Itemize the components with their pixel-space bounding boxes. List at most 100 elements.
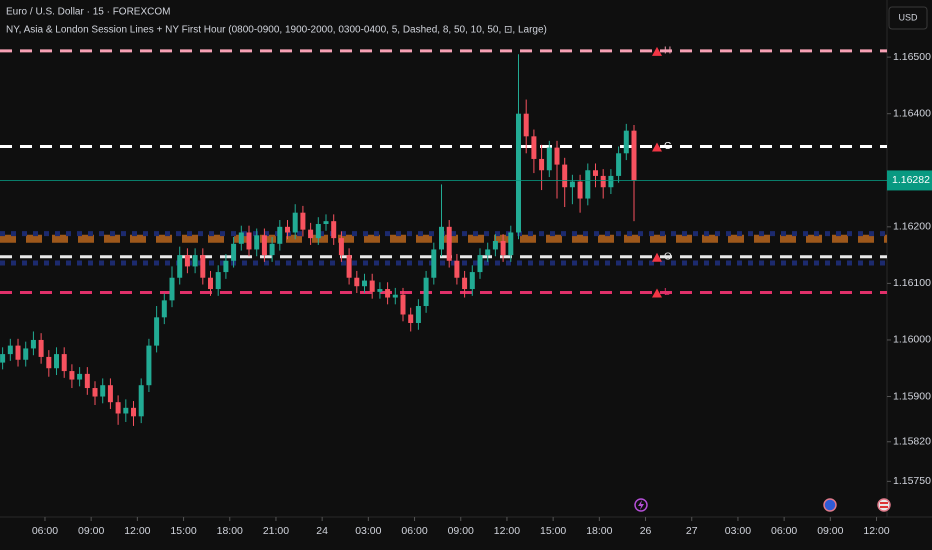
y-tick-label: 1.16500 (893, 51, 931, 63)
candle-body (200, 255, 206, 278)
candle-body (608, 175, 614, 188)
candle-body (54, 354, 60, 369)
event-icon[interactable] (823, 498, 837, 512)
candle-body (408, 314, 414, 323)
candle-body (254, 235, 260, 250)
x-tick-label: 12:00 (124, 525, 150, 537)
x-tick-label: 15:00 (540, 525, 566, 537)
candle-body (69, 371, 75, 380)
y-tick-label: 1.16400 (893, 107, 931, 119)
x-tick-label: 12:00 (494, 525, 520, 537)
candle-body (354, 277, 360, 287)
x-tick-label: 21:00 (263, 525, 289, 537)
event-icon-glyph (880, 502, 888, 504)
level-label: O (664, 251, 672, 262)
indicator-title: NY, Asia & London Session Lines + NY Fir… (6, 25, 547, 36)
candle-body (454, 260, 460, 278)
level-label: H (664, 46, 671, 57)
x-tick-label: 06:00 (771, 525, 797, 537)
candle-body (392, 294, 398, 298)
candle-body (46, 356, 52, 369)
candle-body (523, 113, 529, 137)
candle-body (7, 345, 13, 355)
x-tick-label: 24 (316, 525, 328, 537)
candle-body (577, 181, 583, 199)
candle-body (261, 235, 267, 256)
candle-body (308, 229, 314, 239)
candle-body (585, 170, 591, 199)
candle-body (177, 255, 183, 278)
y-tick-label: 1.16100 (893, 277, 931, 289)
last-price-label: 1.16282 (892, 174, 930, 186)
level-marker (652, 252, 662, 262)
candle-body (277, 226, 283, 244)
candle-body (377, 289, 383, 292)
candle-body (84, 373, 90, 389)
candle-body (138, 385, 144, 417)
candle-body (246, 232, 252, 250)
candle-body (269, 243, 275, 256)
last-price-tag (887, 170, 932, 191)
candle-body (477, 255, 483, 273)
candle-body (161, 300, 167, 318)
candle-body (107, 385, 113, 403)
candle-body (192, 255, 198, 267)
candle-body (469, 272, 475, 290)
candle-body (423, 277, 429, 307)
candle-body (539, 158, 545, 171)
candle-body (115, 402, 121, 414)
candle-body (30, 339, 36, 349)
event-icon[interactable] (877, 498, 891, 512)
candle-body (446, 226, 452, 261)
candle-body (331, 221, 337, 239)
level-marker (652, 288, 662, 298)
candle-body (292, 212, 298, 233)
candle-body (385, 289, 391, 298)
candle-body (562, 164, 568, 188)
y-tick-label: 1.16000 (893, 334, 931, 346)
candle-body (0, 354, 6, 363)
candle-body (531, 136, 537, 159)
candle-body (616, 153, 622, 176)
candle-body (123, 407, 129, 414)
candle-body (238, 232, 244, 244)
candle-body (492, 240, 498, 250)
candle-body (623, 130, 629, 154)
candle-body (208, 277, 214, 290)
currency-button[interactable] (888, 6, 928, 30)
candle-body (300, 212, 306, 230)
x-tick-label: 06:00 (32, 525, 58, 537)
candle-body (169, 277, 175, 301)
x-tick-label: 03:00 (725, 525, 751, 537)
candle-body (431, 249, 437, 278)
y-tick-label: 1.15820 (893, 436, 931, 448)
candle-body (231, 243, 237, 261)
x-tick-label: 18:00 (217, 525, 243, 537)
candle-body (223, 260, 229, 273)
x-tick-label: 06:00 (401, 525, 427, 537)
candle-body (285, 226, 291, 233)
candle-body (462, 277, 468, 290)
event-icon[interactable] (634, 498, 648, 512)
candle-body (315, 223, 321, 239)
candle-body (600, 175, 606, 188)
currency-label: USD (898, 12, 918, 22)
candle-body (485, 249, 491, 256)
candle-body (131, 407, 137, 417)
candle-body (61, 354, 67, 372)
candle-body (508, 232, 514, 256)
x-tick-label: 03:00 (355, 525, 381, 537)
candle-body (438, 226, 444, 250)
level-label: C (664, 141, 671, 152)
candle-body (569, 181, 575, 188)
candle-body (100, 385, 106, 397)
y-tick-label: 1.15750 (893, 475, 931, 487)
candle-body (15, 345, 21, 360)
candle-body (631, 130, 637, 181)
x-tick-label: 09:00 (817, 525, 843, 537)
candle-body (184, 255, 190, 267)
x-tick-label: 26 (640, 525, 652, 537)
